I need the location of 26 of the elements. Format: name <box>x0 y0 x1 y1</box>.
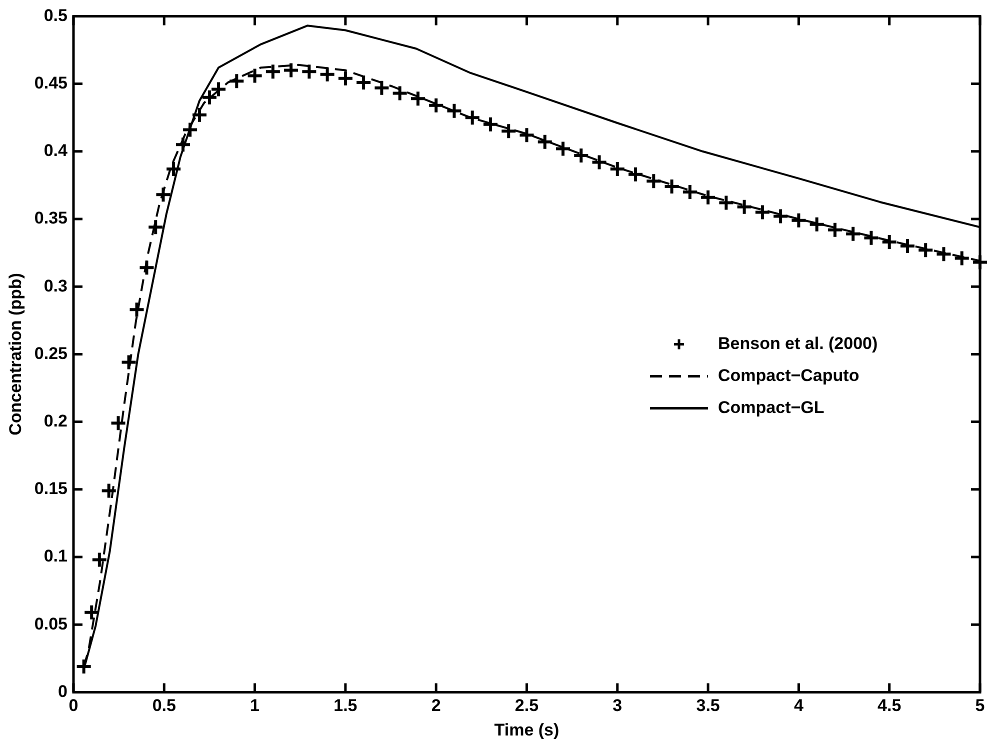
y-axis-title: Concentration (ppb) <box>6 272 25 436</box>
y-tick-label: 0.2 <box>44 411 68 430</box>
x-tick-label: 0.5 <box>152 696 176 716</box>
y-tick-label: 0.45 <box>34 73 68 92</box>
y-tick-label: 0.35 <box>34 208 68 228</box>
y-tick-label: 0.05 <box>34 614 68 634</box>
x-tick-label: 4.5 <box>878 696 902 716</box>
y-tick-label: 0.4 <box>44 141 68 160</box>
y-tick-label: 0.25 <box>34 344 68 363</box>
y-tick-label: 0.5 <box>44 6 68 25</box>
x-tick-label: 4 <box>794 696 804 716</box>
legend-label: Compact−GL <box>718 398 824 417</box>
x-tick-label: 3.5 <box>696 696 720 716</box>
legend-label: Benson et al. (2000) <box>718 334 878 353</box>
x-tick-label: 5 <box>975 696 985 716</box>
y-tick-label: 0.1 <box>44 546 68 566</box>
x-tick-label: 3 <box>612 696 622 716</box>
y-tick-label: 0.3 <box>44 276 68 296</box>
x-axis-title: Time (s) <box>494 720 560 740</box>
x-tick-label: 2.5 <box>514 696 539 716</box>
legend-label: Compact−Caputo <box>718 366 860 385</box>
x-tick-label: 2 <box>431 696 441 716</box>
x-tick-label: 1 <box>250 696 260 716</box>
y-tick-label: 0 <box>58 682 68 701</box>
y-tick-label: 0.15 <box>34 479 68 498</box>
x-tick-label: 1.5 <box>334 696 358 716</box>
